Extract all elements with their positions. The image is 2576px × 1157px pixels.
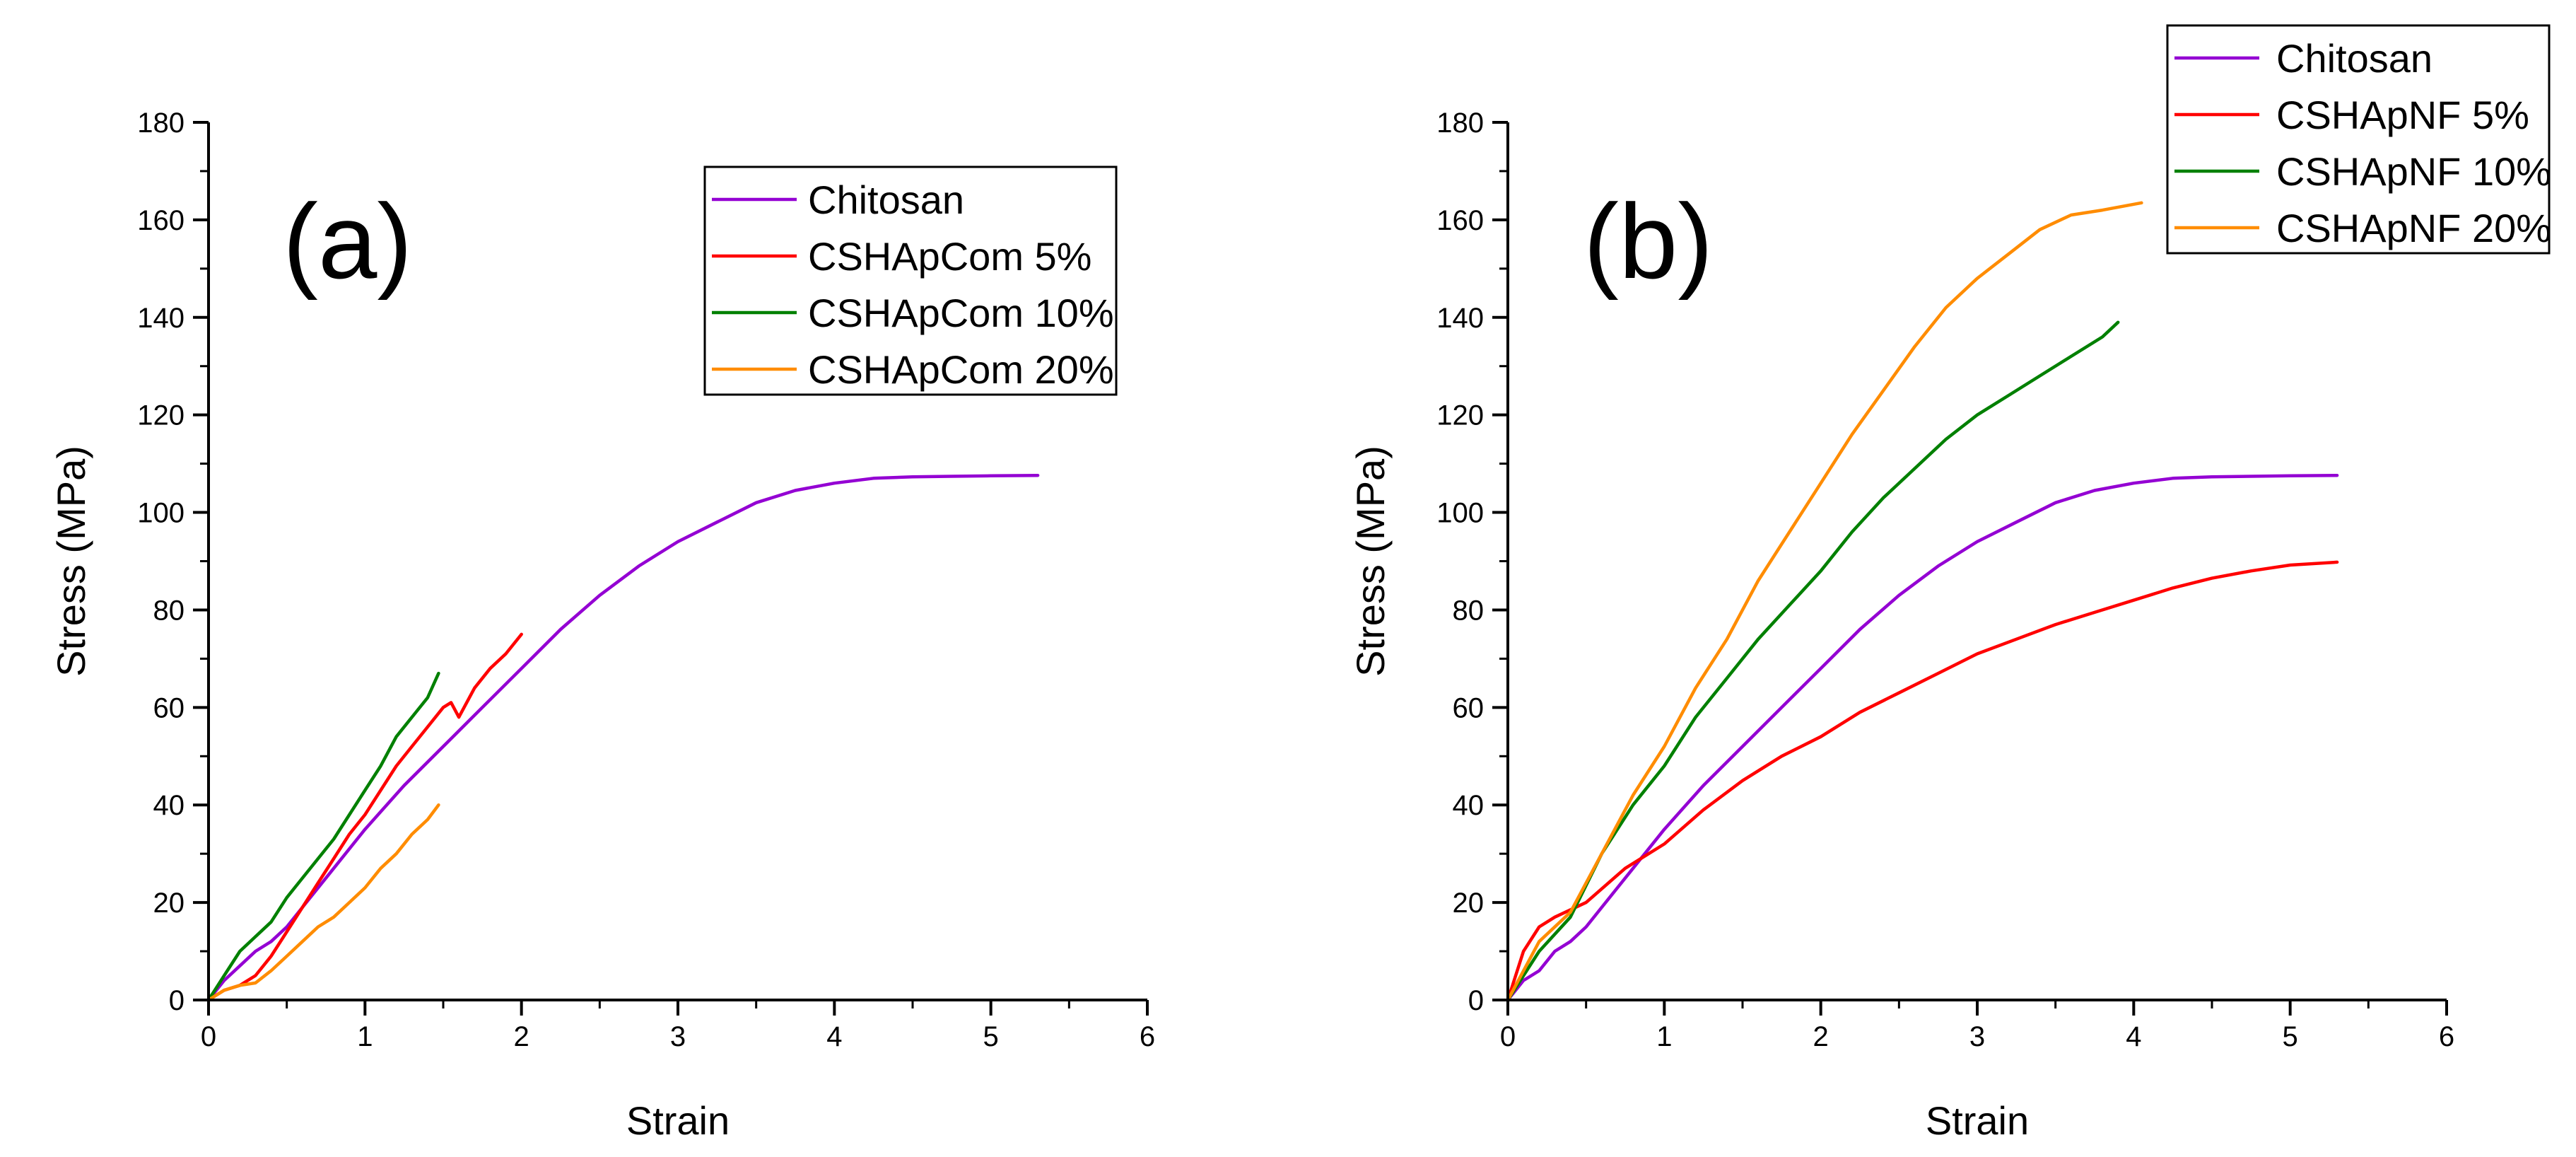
x-tick-label: 3 <box>1969 1021 1985 1052</box>
y-tick-label: 20 <box>1453 888 1485 919</box>
y-tick-label: 80 <box>153 595 185 626</box>
x-tick-label: 6 <box>2439 1021 2454 1052</box>
legend-label: Chitosan <box>2276 36 2432 81</box>
legend-box <box>2166 24 2551 255</box>
y-tick-label: 160 <box>1436 205 1484 236</box>
series-line-cshapnf-20- <box>1506 201 2143 1002</box>
x-tick-label: 6 <box>1140 1021 1155 1052</box>
y-tick-label: 40 <box>153 790 185 821</box>
panel-label: (b) <box>1583 182 1713 301</box>
legend: Chitosan CSHApNF 5% CSHApNF 10% CSHApNF 20% <box>2166 24 2551 255</box>
y-tick-label: 0 <box>169 985 185 1016</box>
chart-panel-b: 0 1 2 3 4 5 6020406080100120140160180StrainStr… <box>1348 24 2551 1143</box>
x-axis-title: Strain <box>626 1098 730 1143</box>
y-tick-label: 120 <box>137 400 185 431</box>
y-tick-label: 80 <box>1453 595 1485 626</box>
legend-label: CSHApCom 20% <box>808 347 1114 392</box>
y-tick-label: 120 <box>1436 400 1484 431</box>
y-tick-label: 60 <box>1453 692 1485 723</box>
panel-label: (a) <box>283 182 412 301</box>
x-tick-label: 1 <box>357 1021 373 1052</box>
y-axis-title: Stress (MPa) <box>49 446 93 677</box>
series-line-cshapnf-10- <box>1506 320 2120 1002</box>
series-line-chitosan <box>206 473 1040 1002</box>
legend-label: CSHApNF 5% <box>2276 93 2529 137</box>
x-tick-label: 5 <box>2283 1021 2298 1052</box>
legend-label: CSHApNF 20% <box>2276 206 2551 250</box>
chart-panel-a: 0 1 2 3 4 5 6020406080100120140160180StrainStr… <box>49 107 1155 1143</box>
legend-label: CSHApNF 10% <box>2276 149 2551 194</box>
legend: Chitosan CSHApCom 5% CSHApCom 10% CSHApCom … <box>703 165 1118 396</box>
x-tick-label: 0 <box>201 1021 216 1052</box>
series-line-chitosan <box>1506 473 2339 1002</box>
series-line-cshapcom-5- <box>206 632 523 1002</box>
legend-label: Chitosan <box>808 178 964 222</box>
y-tick-label: 100 <box>1436 498 1484 529</box>
x-tick-label: 1 <box>1656 1021 1672 1052</box>
x-tick-label: 5 <box>983 1021 999 1052</box>
series-line-cshapcom-20- <box>206 803 440 1002</box>
y-tick-label: 140 <box>137 303 185 334</box>
x-tick-label: 2 <box>514 1021 529 1052</box>
series-line-cshapcom-10- <box>206 671 440 1002</box>
x-axis-title: Strain <box>1926 1098 2029 1143</box>
legend-label: CSHApCom 10% <box>808 291 1114 335</box>
y-tick-label: 60 <box>153 692 185 723</box>
y-tick-label: 140 <box>1436 303 1484 334</box>
y-tick-label: 100 <box>137 498 185 529</box>
x-tick-label: 2 <box>1813 1021 1829 1052</box>
series-line-cshapnf-5- <box>1506 560 2339 1002</box>
legend-box <box>703 165 1118 396</box>
y-axis-title: Stress (MPa) <box>1348 446 1393 677</box>
y-tick-label: 180 <box>1436 107 1484 139</box>
y-tick-label: 40 <box>1453 790 1485 821</box>
x-tick-label: 3 <box>670 1021 686 1052</box>
x-tick-label: 4 <box>826 1021 842 1052</box>
y-tick-label: 0 <box>1468 985 1484 1016</box>
x-tick-label: 0 <box>1500 1021 1516 1052</box>
y-tick-label: 160 <box>137 205 185 236</box>
legend-label: CSHApCom 5% <box>808 234 1091 279</box>
y-tick-label: 20 <box>153 888 185 919</box>
x-tick-label: 4 <box>2126 1021 2141 1052</box>
y-tick-label: 180 <box>137 107 185 139</box>
